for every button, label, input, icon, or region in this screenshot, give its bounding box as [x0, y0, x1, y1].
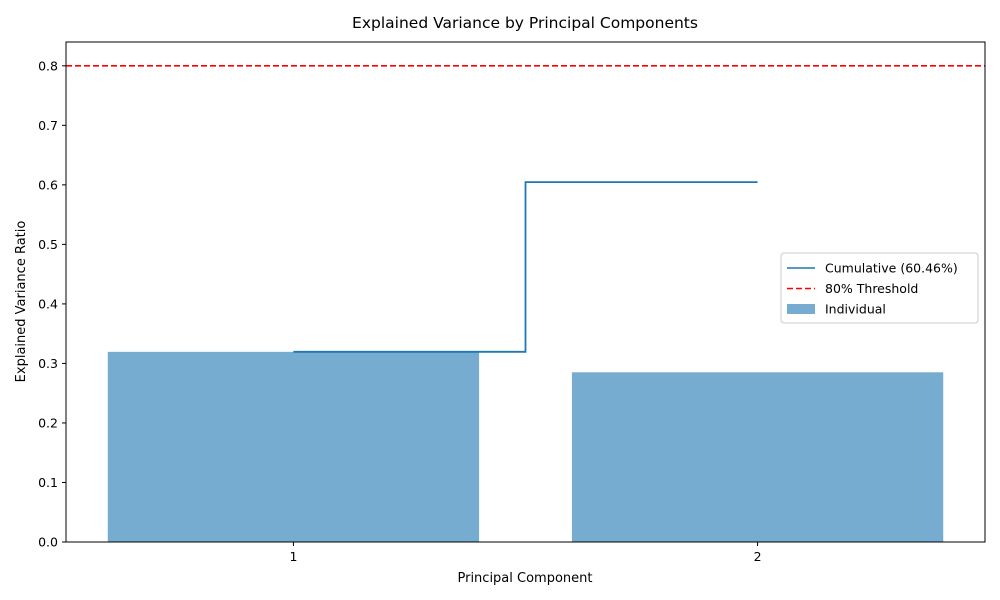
legend-swatch-individual [787, 304, 815, 314]
y-axis-label: Explained Variance Ratio [14, 221, 29, 383]
legend-label-threshold: 80% Threshold [825, 281, 918, 296]
legend-label-individual: Individual [825, 302, 886, 317]
legend-box [780, 252, 979, 324]
legend-label-cumulative: Cumulative (60.46%) [825, 261, 958, 276]
bar-group [107, 351, 944, 542]
y-tick-label: 0.7 [38, 118, 58, 133]
x-tick-label: 2 [754, 549, 762, 564]
y-tick-label: 0.4 [38, 296, 58, 311]
tick-group: 0.0 0.1 0.2 0.3 0.4 0.5 0.6 0.7 0.8 1 2 [38, 58, 761, 564]
x-tick-label: 1 [289, 549, 297, 564]
line-group [66, 65, 985, 353]
y-tick-label: 0.5 [38, 237, 58, 252]
y-tick-label: 0.2 [38, 415, 58, 430]
axes-frame [65, 41, 986, 543]
y-tick-label: 0.6 [38, 177, 58, 192]
plot-area: 0.0 0.1 0.2 0.3 0.4 0.5 0.6 0.7 0.8 1 2 [38, 41, 986, 564]
chart-title: Explained Variance by Principal Componen… [352, 14, 698, 32]
legend: Cumulative (60.46%) 80% Threshold Indivi… [780, 252, 979, 324]
y-tick-label: 0.3 [38, 356, 58, 371]
bar-pc-2 [571, 372, 944, 542]
y-tick-label: 0.8 [38, 58, 58, 73]
y-tick-label: 0.1 [38, 475, 58, 490]
y-tick-label: 0.0 [38, 535, 58, 550]
cumulative-step-line [293, 181, 758, 353]
axes [65, 41, 986, 543]
bar-pc-1 [107, 351, 480, 542]
x-axis-label: Principal Component [457, 571, 592, 586]
